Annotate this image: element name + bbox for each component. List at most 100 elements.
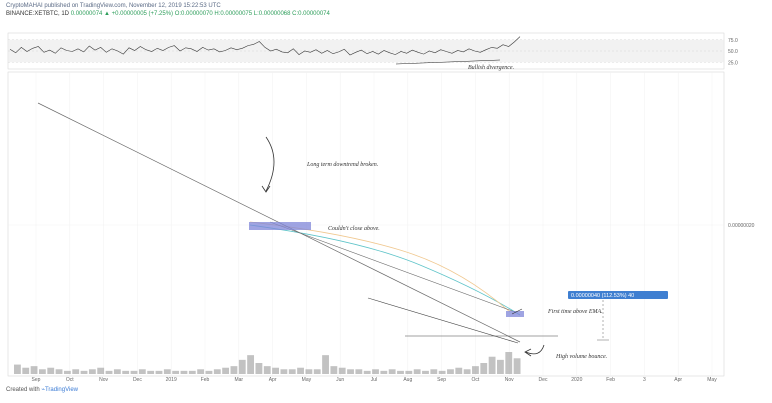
price-tick-label: 0.00000020 [728,223,755,229]
volume-bar [263,366,271,374]
volume-bar [255,363,263,374]
volume-bar [247,355,255,374]
volume-bar [405,370,413,374]
volume-bar [438,370,446,374]
x-tick-label: Sep [32,377,41,383]
volume-bar [338,367,346,374]
volume-bar [388,369,396,374]
volume-bar [363,370,371,374]
volume-bar [372,369,379,374]
volume-bar [147,370,155,374]
rsi-pane: 75.0 50.0 25.0 Bullish divergence. [7,32,738,71]
volume-bar [272,367,279,374]
annotation-first-above-ema: First time above EMA. [547,309,603,315]
x-tick-label: Dec [133,377,142,383]
volume-bar [330,366,338,374]
volume-bar [80,370,88,374]
x-tick-label: 2020 [571,377,582,383]
volume-bar [197,369,205,374]
volume-bar [238,359,246,374]
x-tick-label: Apr [269,377,277,383]
volume-bar [430,369,438,374]
downtrend-arrow [265,136,275,192]
x-tick-label: Feb [201,377,210,383]
rsi-annotation-bullish-divergence: Bullish divergence. [468,65,514,71]
x-tick-label: Aug [403,377,412,383]
publisher-line[interactable]: CryptoMAHAI published on TradingView.com… [6,3,221,9]
x-tick-label: Dec [539,377,548,383]
price-pane: 0.000003000.000002800.000002600.00000240… [7,71,755,383]
annotation-couldnt-close: Couldn't close above. [328,226,380,232]
volume-bar [30,366,38,374]
measure-badge [568,291,668,299]
secondary-trendline [269,221,516,313]
volume-bar [472,366,479,374]
x-tick-label: May [302,377,312,383]
volume-bar [38,369,46,374]
resistance-box [249,222,311,230]
volume-bar [447,369,454,374]
volume-bar [213,369,221,374]
volume-bar [488,356,496,374]
volume-arrow-head [524,348,532,357]
x-tick-label: 2019 [166,377,177,383]
volume-bar [122,370,130,374]
price-pane-frame [7,71,725,377]
annotation-downtrend-broken: Long term downtrend broken. [306,162,378,168]
volume-bar [105,370,113,374]
rsi-tick-label: 50.0 [728,49,738,55]
volume-bar [288,369,296,374]
ohlc-line: 0.00000074 ▲ +0.00000005 (+7.25%) O:0.00… [70,11,330,17]
volume-bar [47,367,55,374]
x-tick-label: Nov [505,377,514,383]
volume-bar [347,369,354,374]
falling-wedge-line [367,297,519,344]
x-tick-label: Jun [336,377,344,383]
downtrend-arrow-head [261,185,271,193]
volume-bar [497,359,504,374]
volume-bar [422,370,429,374]
volume-bar [280,369,288,374]
volume-bar [205,370,213,374]
volume-bar [138,369,146,374]
tradingview-logo[interactable]: ⌁TradingView [41,387,79,393]
volume-bar [305,369,313,374]
x-tick-label: Jul [371,377,377,383]
rsi-tick-label: 25.0 [728,60,738,66]
volume-bar [172,370,180,374]
rsi-tick-label: 75.0 [728,38,738,44]
x-tick-label: Sep [437,377,446,383]
volume-bar [113,369,121,374]
volume-bar [455,367,463,374]
volume-bar [380,370,388,374]
volume-bar [97,367,105,374]
x-tick-label: May [707,377,717,383]
symbol-line: BINANCE:XETBTC, 1D [6,11,70,17]
volume-bar [397,370,404,374]
volume-bar [322,355,329,374]
footer: Created with ⌁TradingView [6,386,78,393]
x-tick-label: Nov [99,377,108,383]
chart-header: CryptoMAHAI published on TradingView.com… [6,2,330,18]
volume-bar [163,369,171,374]
volume-bar [513,358,521,374]
tradingview-brand: TradingView [44,387,79,393]
annotation-high-volume-bounce: High volume bounce. [555,354,607,360]
volume-bar [88,369,96,374]
measure-badge-text: 0.00000040 (112.53%) 40 [571,293,634,299]
volume-arrow [525,344,545,355]
x-tick-label: Feb [606,377,615,383]
x-tick-label: Apr [674,377,682,383]
volume-bar [230,366,238,374]
x-tick-label: Oct [66,377,74,383]
volume-bar [72,369,80,374]
volume-bar [63,370,71,374]
volume-bar [22,367,30,374]
volume-bar [180,370,188,374]
volume-bar [413,369,421,374]
x-tick-label: Mar [234,377,243,383]
volume-bar [222,367,230,374]
created-with-label: Created with [6,387,40,393]
ema-teal-line [249,224,521,316]
